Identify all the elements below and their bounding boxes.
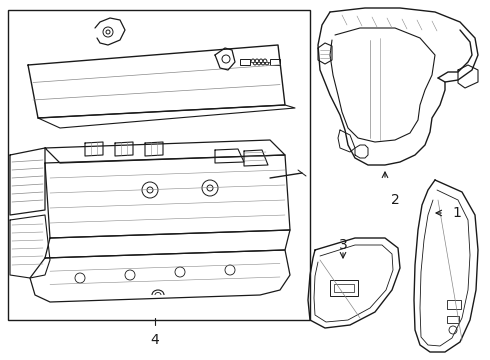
Text: 3: 3 xyxy=(339,238,347,252)
Bar xyxy=(447,316,459,323)
Bar xyxy=(334,284,354,292)
Bar xyxy=(330,280,358,296)
Bar xyxy=(270,59,280,65)
Bar xyxy=(240,59,250,65)
Text: 4: 4 xyxy=(150,333,159,347)
Bar xyxy=(447,300,461,309)
Text: 1: 1 xyxy=(452,206,461,220)
Bar xyxy=(8,10,310,320)
Text: 2: 2 xyxy=(391,193,399,207)
